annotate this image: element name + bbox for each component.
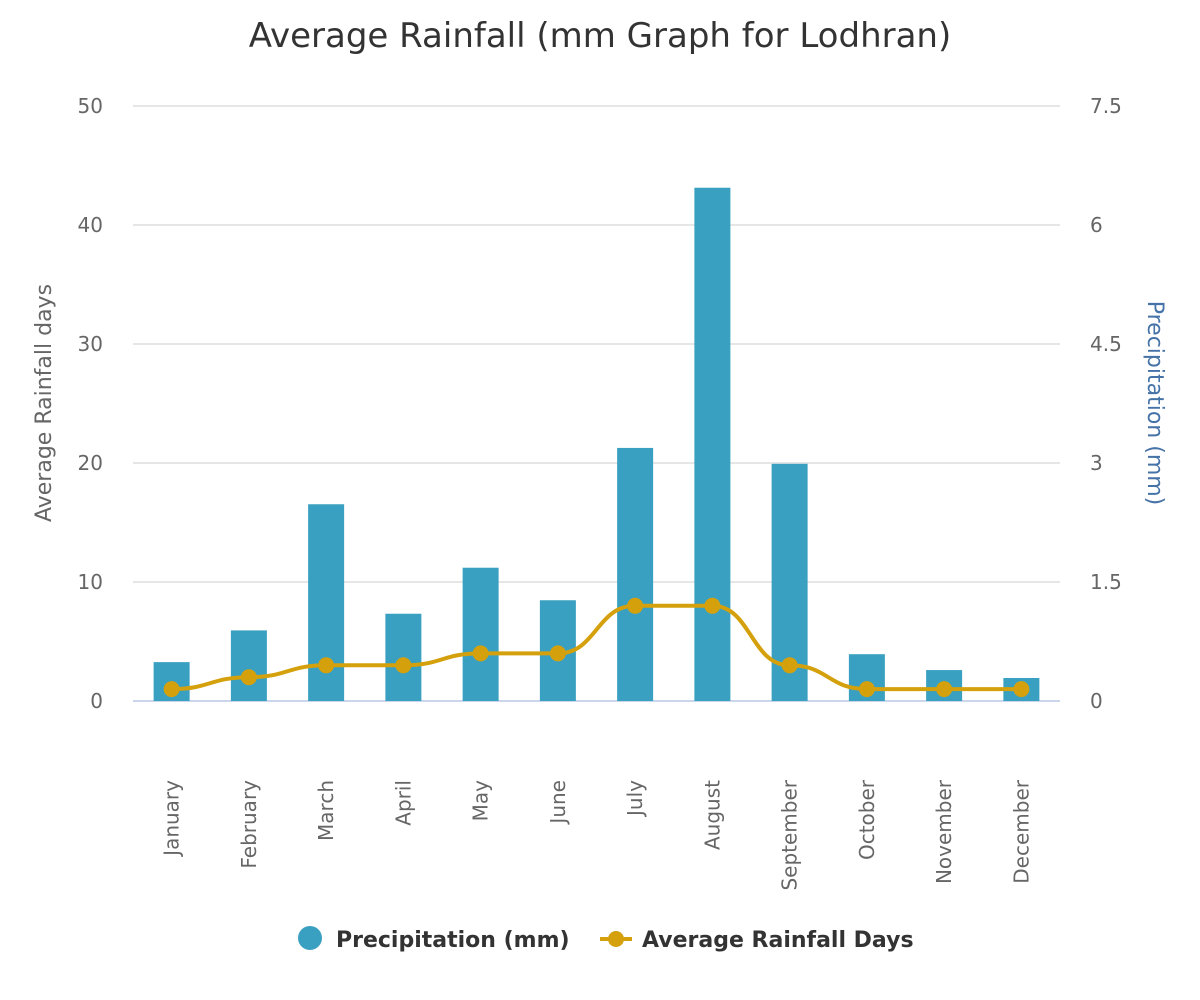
left-axis-tick-label: 50 bbox=[78, 94, 103, 118]
x-axis-label: July bbox=[623, 780, 647, 818]
right-axis-tick-label: 6 bbox=[1090, 213, 1103, 237]
left-axis-tick-label: 20 bbox=[78, 451, 103, 475]
rainfall-days-line bbox=[171, 603, 1022, 692]
left-axis-tick-label: 30 bbox=[78, 332, 103, 356]
right-axis-ticks: 0 1.5 3 4.5 6 7.5 bbox=[1090, 94, 1122, 713]
x-axis-label: November bbox=[932, 779, 956, 884]
x-axis-label: August bbox=[700, 780, 724, 850]
left-axis-title: Average Rainfall days bbox=[32, 284, 57, 522]
left-axis-ticks: 0 10 20 30 40 50 bbox=[78, 94, 103, 713]
x-axis-label: January bbox=[160, 780, 184, 858]
marker-october[interactable] bbox=[858, 681, 875, 698]
left-axis-tick-label: 0 bbox=[90, 689, 103, 713]
chart-title: Average Rainfall (mm Graph for Lodhran) bbox=[249, 16, 952, 56]
bar-february[interactable] bbox=[230, 630, 267, 701]
x-axis-labels: January February March April May June July Augu… bbox=[160, 779, 1034, 890]
legend-item-precipitation[interactable]: Precipitation (mm) bbox=[298, 926, 570, 953]
right-axis-tick-label: 1.5 bbox=[1090, 570, 1122, 594]
marker-july[interactable] bbox=[627, 597, 644, 614]
marker-march[interactable] bbox=[318, 657, 335, 674]
precipitation-bars bbox=[153, 187, 1040, 702]
marker-february[interactable] bbox=[240, 669, 257, 686]
marker-august[interactable] bbox=[704, 597, 721, 614]
legend-precipitation-symbol bbox=[298, 926, 322, 950]
legend-rainfall-days-label: Average Rainfall Days bbox=[642, 928, 914, 953]
bar-july[interactable] bbox=[617, 447, 654, 701]
marker-november[interactable] bbox=[936, 681, 953, 698]
x-axis-label: December bbox=[1009, 779, 1033, 883]
marker-april[interactable] bbox=[395, 657, 412, 674]
gridlines bbox=[133, 105, 1060, 702]
x-axis-label: June bbox=[546, 780, 570, 826]
right-axis-tick-label: 4.5 bbox=[1090, 332, 1122, 356]
rainfall-days-markers bbox=[163, 597, 1030, 698]
x-axis-label: October bbox=[855, 779, 879, 860]
marker-may[interactable] bbox=[472, 645, 489, 662]
left-axis-tick-label: 10 bbox=[78, 570, 103, 594]
right-axis-tick-label: 3 bbox=[1090, 451, 1103, 475]
marker-december[interactable] bbox=[1013, 681, 1030, 698]
x-axis-label: April bbox=[391, 780, 415, 826]
right-axis-tick-label: 7.5 bbox=[1090, 94, 1122, 118]
marker-september[interactable] bbox=[781, 657, 798, 674]
legend: Precipitation (mm) Average Rainfall Days bbox=[298, 926, 914, 953]
x-axis-label: September bbox=[778, 779, 802, 890]
legend-precipitation-label: Precipitation (mm) bbox=[336, 928, 570, 953]
x-axis-label: May bbox=[469, 780, 493, 822]
x-axis-label: February bbox=[237, 780, 261, 869]
left-axis-tick-label: 40 bbox=[78, 213, 103, 237]
bar-august[interactable] bbox=[694, 187, 731, 702]
right-axis-tick-label: 0 bbox=[1090, 689, 1103, 713]
legend-item-rainfall-days[interactable]: Average Rainfall Days bbox=[600, 928, 914, 953]
marker-january[interactable] bbox=[163, 681, 180, 698]
marker-june[interactable] bbox=[549, 645, 566, 662]
bar-may[interactable] bbox=[462, 567, 499, 701]
right-axis-title: Precipitation (mm) bbox=[1142, 301, 1167, 506]
legend-rainfall-days-marker-symbol bbox=[608, 931, 624, 947]
x-axis-label: March bbox=[314, 780, 338, 841]
